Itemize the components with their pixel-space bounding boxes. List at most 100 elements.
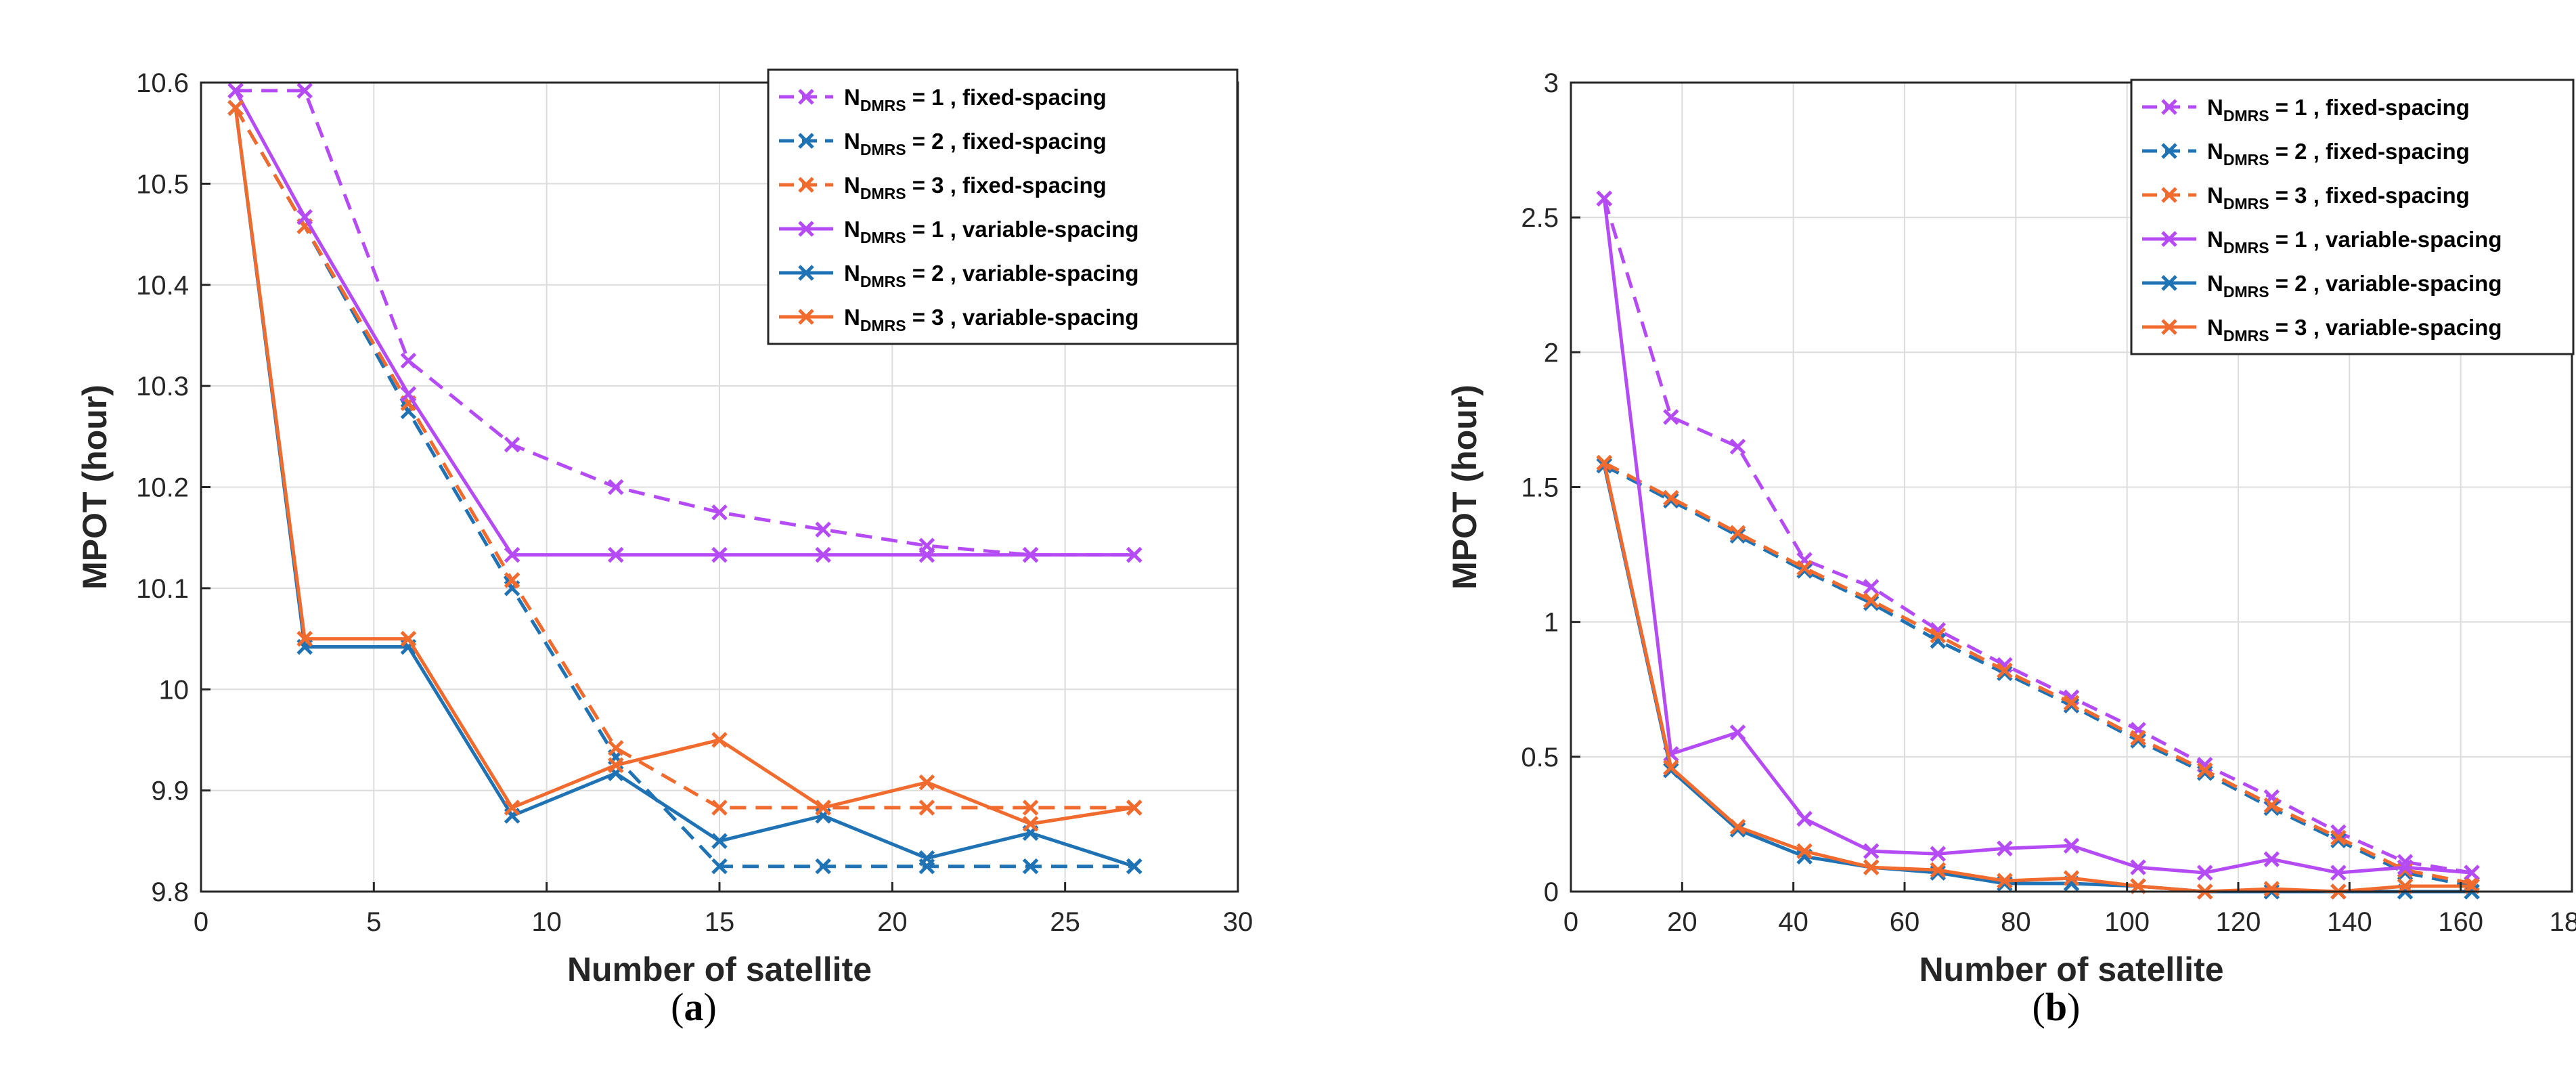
legend-marker [2161, 231, 2177, 247]
series-line-3 [234, 107, 1134, 810]
y-tick-label: 10.6 [136, 68, 189, 98]
data-point [1022, 858, 1039, 875]
legend-box [2130, 79, 2575, 355]
legend-marker [2161, 143, 2177, 159]
legend-label-prefix: N [844, 261, 860, 286]
data-point [296, 83, 313, 99]
data-point [2263, 851, 2280, 867]
legend-label-suffix: = 3 , variable-spacing [2269, 315, 2502, 340]
data-point [1863, 579, 1880, 595]
y-axis-label: MPOT (hour) [76, 385, 114, 590]
data-point [1729, 724, 1746, 741]
x-tick-label: 15 [705, 907, 735, 937]
y-tick-label: 0.5 [1521, 743, 1559, 772]
data-point [1663, 760, 1679, 776]
x-tick-label: 25 [1050, 907, 1080, 937]
y-tick-label: 0 [1544, 877, 1559, 907]
legend-label-6: NDMRS = 3 , variable-spacing [2207, 315, 2502, 345]
data-point [1863, 859, 1880, 875]
data-point [608, 479, 624, 496]
legend-label-subscript: DMRS [2223, 107, 2269, 125]
data-point [918, 850, 935, 867]
y-tick-label: 1.5 [1521, 473, 1559, 503]
legend-label-suffix: = 3 , fixed-spacing [906, 173, 1107, 198]
legend-label-subscript: DMRS [2223, 283, 2269, 301]
data-point [1663, 409, 1679, 425]
legend-marker [798, 221, 814, 237]
legend-marker [2161, 275, 2177, 291]
y-tick-label: 3 [1544, 68, 1559, 98]
legend-label-prefix: N [844, 85, 860, 110]
data-point [2397, 859, 2414, 875]
x-tick-label: 80 [2001, 907, 2031, 937]
data-point [400, 386, 417, 402]
y-tick-label: 1 [1544, 608, 1559, 638]
legend-label-suffix: = 2 , fixed-spacing [906, 129, 1107, 154]
legend-label-subscript: DMRS [2223, 327, 2269, 345]
data-point [711, 504, 728, 521]
legend-label-prefix: N [844, 129, 860, 154]
data-point [1126, 800, 1142, 816]
y-tick-label: 10.1 [136, 574, 189, 604]
data-point [815, 521, 831, 538]
legend-label-subscript: DMRS [860, 141, 906, 158]
data-point [1863, 592, 1880, 609]
data-point [918, 774, 935, 791]
data-point [1596, 454, 1613, 471]
x-tick-label: 20 [877, 907, 908, 937]
data-point [1022, 546, 1039, 563]
data-point [1729, 527, 1746, 544]
legend-label-subscript: DMRS [860, 317, 906, 334]
x-tick-label: 160 [2438, 907, 2483, 937]
data-point [711, 800, 728, 816]
data-point [1126, 858, 1142, 875]
data-point [711, 858, 728, 875]
legend-label-subscript: DMRS [2223, 239, 2269, 257]
series-line-4 [1602, 198, 2472, 875]
figure-caption: (b) [2033, 985, 2081, 1029]
x-tick-label: 140 [2327, 907, 2372, 937]
caption-paren: ) [704, 985, 717, 1029]
x-tick-label: 180 [2550, 907, 2576, 937]
data-point [1930, 627, 1947, 644]
x-axis-label: Number of satellite [567, 950, 872, 988]
legend-marker [798, 177, 814, 193]
y-tick-label: 9.9 [151, 777, 189, 806]
data-point [918, 800, 935, 816]
data-point [711, 732, 728, 748]
legend-label-prefix: N [2207, 315, 2223, 340]
caption-paren: ( [2033, 985, 2045, 1029]
legend-label-suffix: = 3 , variable-spacing [906, 305, 1139, 330]
data-point [711, 833, 728, 850]
legend-label-6: NDMRS = 3 , variable-spacing [844, 305, 1138, 334]
data-point [1022, 816, 1039, 832]
legend-label-subscript: DMRS [860, 229, 906, 246]
legend-label-suffix: = 3 , fixed-spacing [2269, 183, 2470, 208]
legend-label-suffix: = 1 , variable-spacing [2269, 227, 2502, 252]
x-tick-label: 5 [366, 907, 381, 937]
series-line-1 [236, 89, 1134, 557]
data-point [1796, 560, 1813, 576]
data-point [1126, 546, 1142, 563]
data-point [2063, 837, 2080, 854]
legend-label-suffix: = 2 , variable-spacing [2269, 271, 2502, 296]
data-point [2196, 865, 2213, 881]
data-point [815, 800, 831, 816]
legend-label-suffix: = 1 , fixed-spacing [2269, 95, 2470, 120]
data-point [608, 546, 624, 563]
y-tick-label: 10.2 [136, 473, 189, 503]
data-point [2330, 832, 2347, 849]
data-point [296, 630, 313, 647]
data-point [608, 757, 624, 774]
legend-label-suffix: = 1 , fixed-spacing [906, 85, 1107, 110]
legend-marker [798, 265, 814, 281]
y-tick-label: 9.8 [151, 877, 189, 907]
series-line-4 [234, 89, 1134, 557]
data-point [2263, 881, 2280, 897]
caption-letter: a [684, 985, 704, 1029]
y-tick-label: 2.5 [1521, 203, 1559, 233]
legend-label-prefix: N [2207, 271, 2223, 296]
x-tick-label: 0 [1563, 907, 1578, 937]
legend-label-prefix: N [844, 173, 860, 198]
y-tick-label: 10.5 [136, 169, 189, 199]
